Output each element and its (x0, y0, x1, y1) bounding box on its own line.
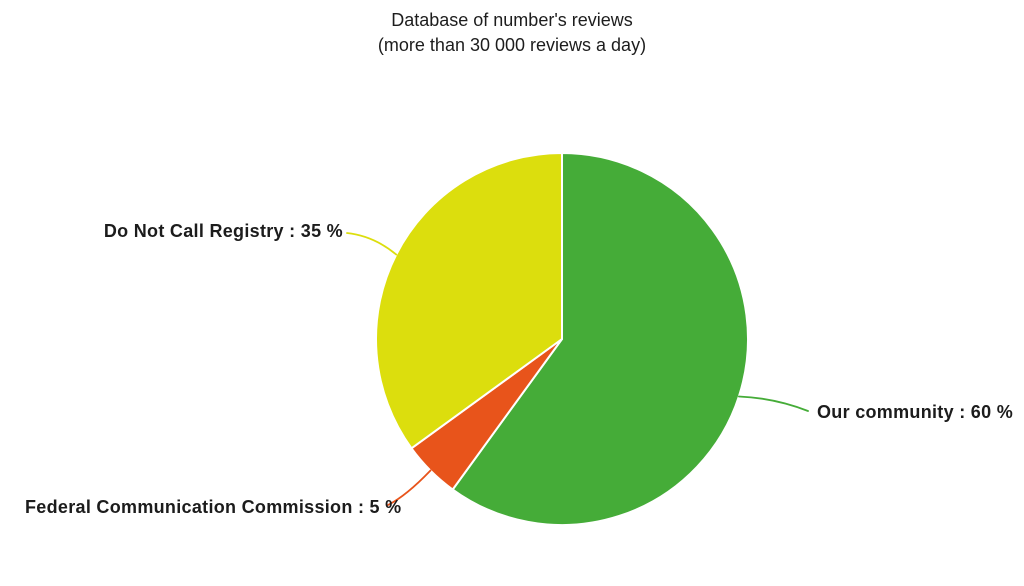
chart-title-block: Database of number's reviews (more than … (0, 8, 1024, 58)
slice-label-federal-communication-commission: Federal Communication Commission : 5 % (25, 497, 402, 517)
chart-title: Database of number's reviews (391, 10, 633, 30)
slice-label-our-community: Our community : 60 % (817, 402, 1014, 422)
leader-line-federal-communication-commission (387, 469, 432, 506)
slice-label-do-not-call-registry: Do Not Call Registry : 35 % (103, 221, 343, 241)
chart-subtitle: (more than 30 000 reviews a day) (377, 35, 647, 55)
leader-line-do-not-call-registry (346, 232, 398, 256)
leader-line-our-community (738, 395, 809, 412)
